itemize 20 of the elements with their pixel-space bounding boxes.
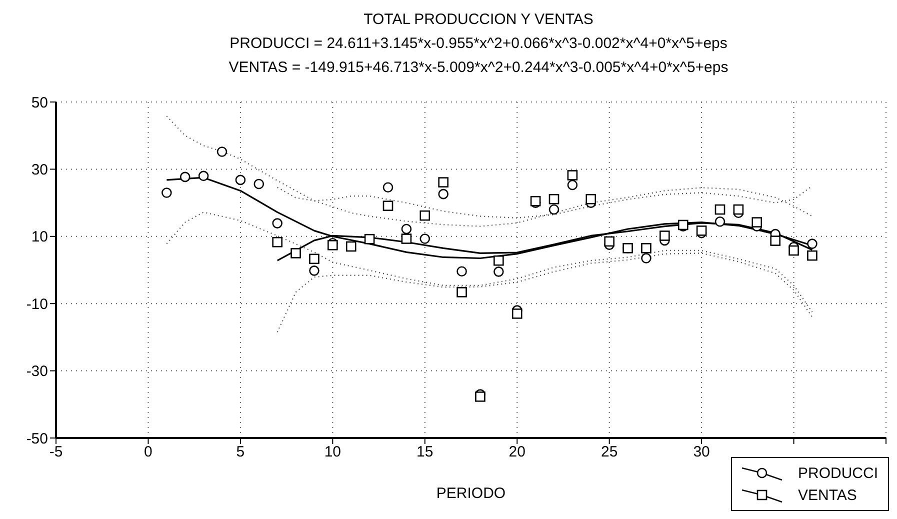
x-tick-label: 15 bbox=[416, 444, 434, 461]
x-tick-label: 10 bbox=[324, 444, 342, 461]
y-tick-label: -50 bbox=[26, 430, 48, 448]
text: VENTAS = -149.915+46.713*x-5.009*x^2+0.244*x^3-0.005*x^4+0*x^5+eps bbox=[228, 58, 730, 78]
x-tick-label: 20 bbox=[508, 444, 526, 461]
legend-label: VENTAS bbox=[798, 486, 857, 504]
y-tick-label: 50 bbox=[31, 94, 48, 112]
y-tick-label: -30 bbox=[26, 363, 48, 380]
x-tick-label: 5 bbox=[236, 444, 245, 461]
x-tick-label: 30 bbox=[693, 444, 710, 461]
x-axis-title: PERIODO bbox=[436, 485, 506, 502]
chart-subtitle: PRODUCCI = 24.611+3.145*x-0.955*x^2+0.066*x^3-0.002*x^4+0*x^5+eps bbox=[228, 34, 728, 54]
y-tick-label: 30 bbox=[31, 162, 48, 179]
y-tick-label: -10 bbox=[26, 296, 48, 313]
y-tick-label: 10 bbox=[31, 228, 48, 246]
x-tick-label: -5 bbox=[49, 444, 63, 461]
chart-title: TOTAL PRODUCCION Y VENTAS bbox=[362, 10, 594, 30]
x-tick-label: 25 bbox=[600, 444, 618, 461]
x-tick-label: 0 bbox=[144, 444, 152, 461]
legend-label: PRODUCCI bbox=[798, 464, 878, 482]
